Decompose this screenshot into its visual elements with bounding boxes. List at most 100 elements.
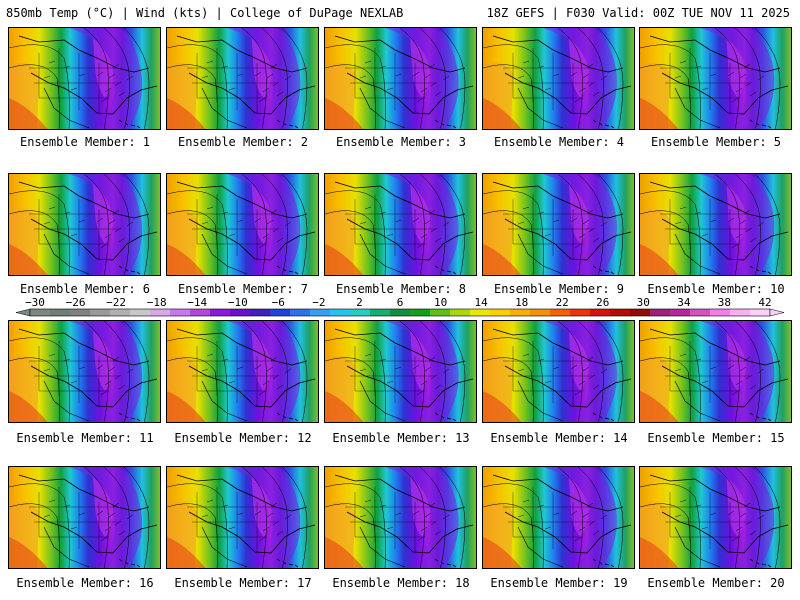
temperature-map	[167, 321, 318, 422]
colorbar-swatch	[250, 309, 271, 316]
ensemble-member-caption: Ensemble Member: 6	[19, 282, 151, 296]
colorbar-tick-label: −18	[147, 296, 167, 309]
colorbar-tick-label: −6	[272, 296, 285, 309]
temperature-map	[167, 467, 318, 568]
colorbar-swatch	[110, 309, 131, 316]
ensemble-member-caption: Ensemble Member: 20	[647, 576, 785, 590]
ensemble-member-caption: Ensemble Member: 17	[174, 576, 312, 590]
colorbar-tick-label: −30	[25, 296, 45, 309]
temperature-map	[640, 467, 791, 568]
ensemble-member-caption: Ensemble Member: 3	[335, 135, 467, 149]
colorbar-swatch	[730, 309, 751, 316]
colorbar-swatch	[410, 309, 431, 316]
colorbar-swatch	[450, 309, 471, 316]
colorbar-swatch	[690, 309, 711, 316]
colorbar-tick-label: −10	[228, 296, 248, 309]
colorbar-tick-label: 26	[596, 296, 609, 309]
colorbar-swatch	[710, 309, 731, 316]
colorbar-swatch	[390, 309, 411, 316]
colorbar-swatch	[430, 309, 451, 316]
colorbar-swatch	[190, 309, 211, 316]
colorbar-swatch	[550, 309, 571, 316]
temperature-map	[9, 321, 160, 422]
temperature-map	[483, 28, 634, 129]
colorbar-swatch	[170, 309, 191, 316]
colorbar-swatch	[630, 309, 651, 316]
colorbar-tick-label: 38	[718, 296, 731, 309]
colorbar-tick-label: 18	[515, 296, 528, 309]
colorbar-tick-label: −2	[312, 296, 325, 309]
colorbar-swatch	[590, 309, 611, 316]
colorbar-swatch	[30, 309, 51, 316]
ensemble-member-panel	[482, 173, 635, 276]
ensemble-member-panel	[8, 320, 161, 423]
colorbar-swatch	[70, 309, 91, 316]
temperature-map	[9, 174, 160, 275]
colorbar-swatch	[330, 309, 351, 316]
colorbar-tick-label: −14	[187, 296, 207, 309]
colorbar-tick-label: 6	[397, 296, 404, 309]
ensemble-member-caption: Ensemble Member: 2	[177, 135, 309, 149]
colorbar-tick-label: −22	[106, 296, 126, 309]
temperature-map	[483, 321, 634, 422]
colorbar-swatch	[530, 309, 551, 316]
temperature-map	[483, 174, 634, 275]
colorbar-swatch	[570, 309, 591, 316]
ensemble-member-panel	[8, 466, 161, 569]
temperature-map	[325, 321, 476, 422]
colorbar-swatch	[750, 309, 771, 316]
ensemble-member-panel	[639, 173, 792, 276]
ensemble-member-caption: Ensemble Member: 7	[177, 282, 309, 296]
colorbar-right-arrow	[769, 308, 785, 317]
ensemble-member-caption: Ensemble Member: 19	[490, 576, 628, 590]
colorbar-swatch	[670, 309, 691, 316]
colorbar-tick-label: −26	[66, 296, 86, 309]
colorbar-swatch	[350, 309, 371, 316]
ensemble-member-caption: Ensemble Member: 13	[332, 431, 470, 445]
ensemble-member-panel	[639, 320, 792, 423]
colorbar-tick-label: 14	[474, 296, 488, 309]
colorbar-tick-label: 2	[356, 296, 363, 309]
colorbar-swatch	[610, 309, 631, 316]
temperature-map	[640, 321, 791, 422]
ensemble-member-caption: Ensemble Member: 15	[647, 431, 785, 445]
ensemble-member-caption: Ensemble Member: 9	[493, 282, 625, 296]
temperature-map	[167, 174, 318, 275]
ensemble-member-panel	[324, 466, 477, 569]
temperature-map	[9, 467, 160, 568]
colorbar-swatch	[490, 309, 511, 316]
ensemble-member-caption: Ensemble Member: 18	[332, 576, 470, 590]
colorbar-swatch	[310, 309, 331, 316]
colorbar-tick-label: 42	[758, 296, 771, 309]
ensemble-member-panel	[166, 173, 319, 276]
colorbar-swatch	[650, 309, 671, 316]
ensemble-member-panel	[482, 320, 635, 423]
ensemble-member-caption: Ensemble Member: 14	[490, 431, 628, 445]
ensemble-member-panel	[324, 173, 477, 276]
ensemble-member-caption: Ensemble Member: 12	[174, 431, 312, 445]
colorbar-swatch	[210, 309, 231, 316]
colorbar-swatch	[470, 309, 491, 316]
ensemble-member-panel	[166, 466, 319, 569]
ensemble-member-panel	[324, 320, 477, 423]
colorbar-swatch	[370, 309, 391, 316]
temperature-map	[640, 174, 791, 275]
colorbar-swatch	[270, 309, 291, 316]
colorbar-swatch	[510, 309, 531, 316]
ensemble-member-panel	[166, 320, 319, 423]
temperature-colorbar: −30 −26 −22 −18 −14 −10 −6 −2 2 6 10 14 18 22 26 30 34 38…	[15, 296, 785, 317]
temperature-map	[325, 467, 476, 568]
ensemble-member-caption: Ensemble Member: 5	[650, 135, 782, 149]
temperature-map	[640, 28, 791, 129]
ensemble-member-caption: Ensemble Member: 8	[335, 282, 467, 296]
temperature-map	[9, 28, 160, 129]
ensemble-member-panel	[166, 27, 319, 130]
colorbar-tick-label: 34	[677, 296, 691, 309]
ensemble-member-panel	[639, 27, 792, 130]
colorbar-left-arrow	[15, 308, 31, 317]
ensemble-member-caption: Ensemble Member: 4	[493, 135, 625, 149]
temperature-map	[483, 467, 634, 568]
colorbar-swatch	[230, 309, 251, 316]
ensemble-member-panel	[482, 466, 635, 569]
colorbar-swatch	[50, 309, 71, 316]
